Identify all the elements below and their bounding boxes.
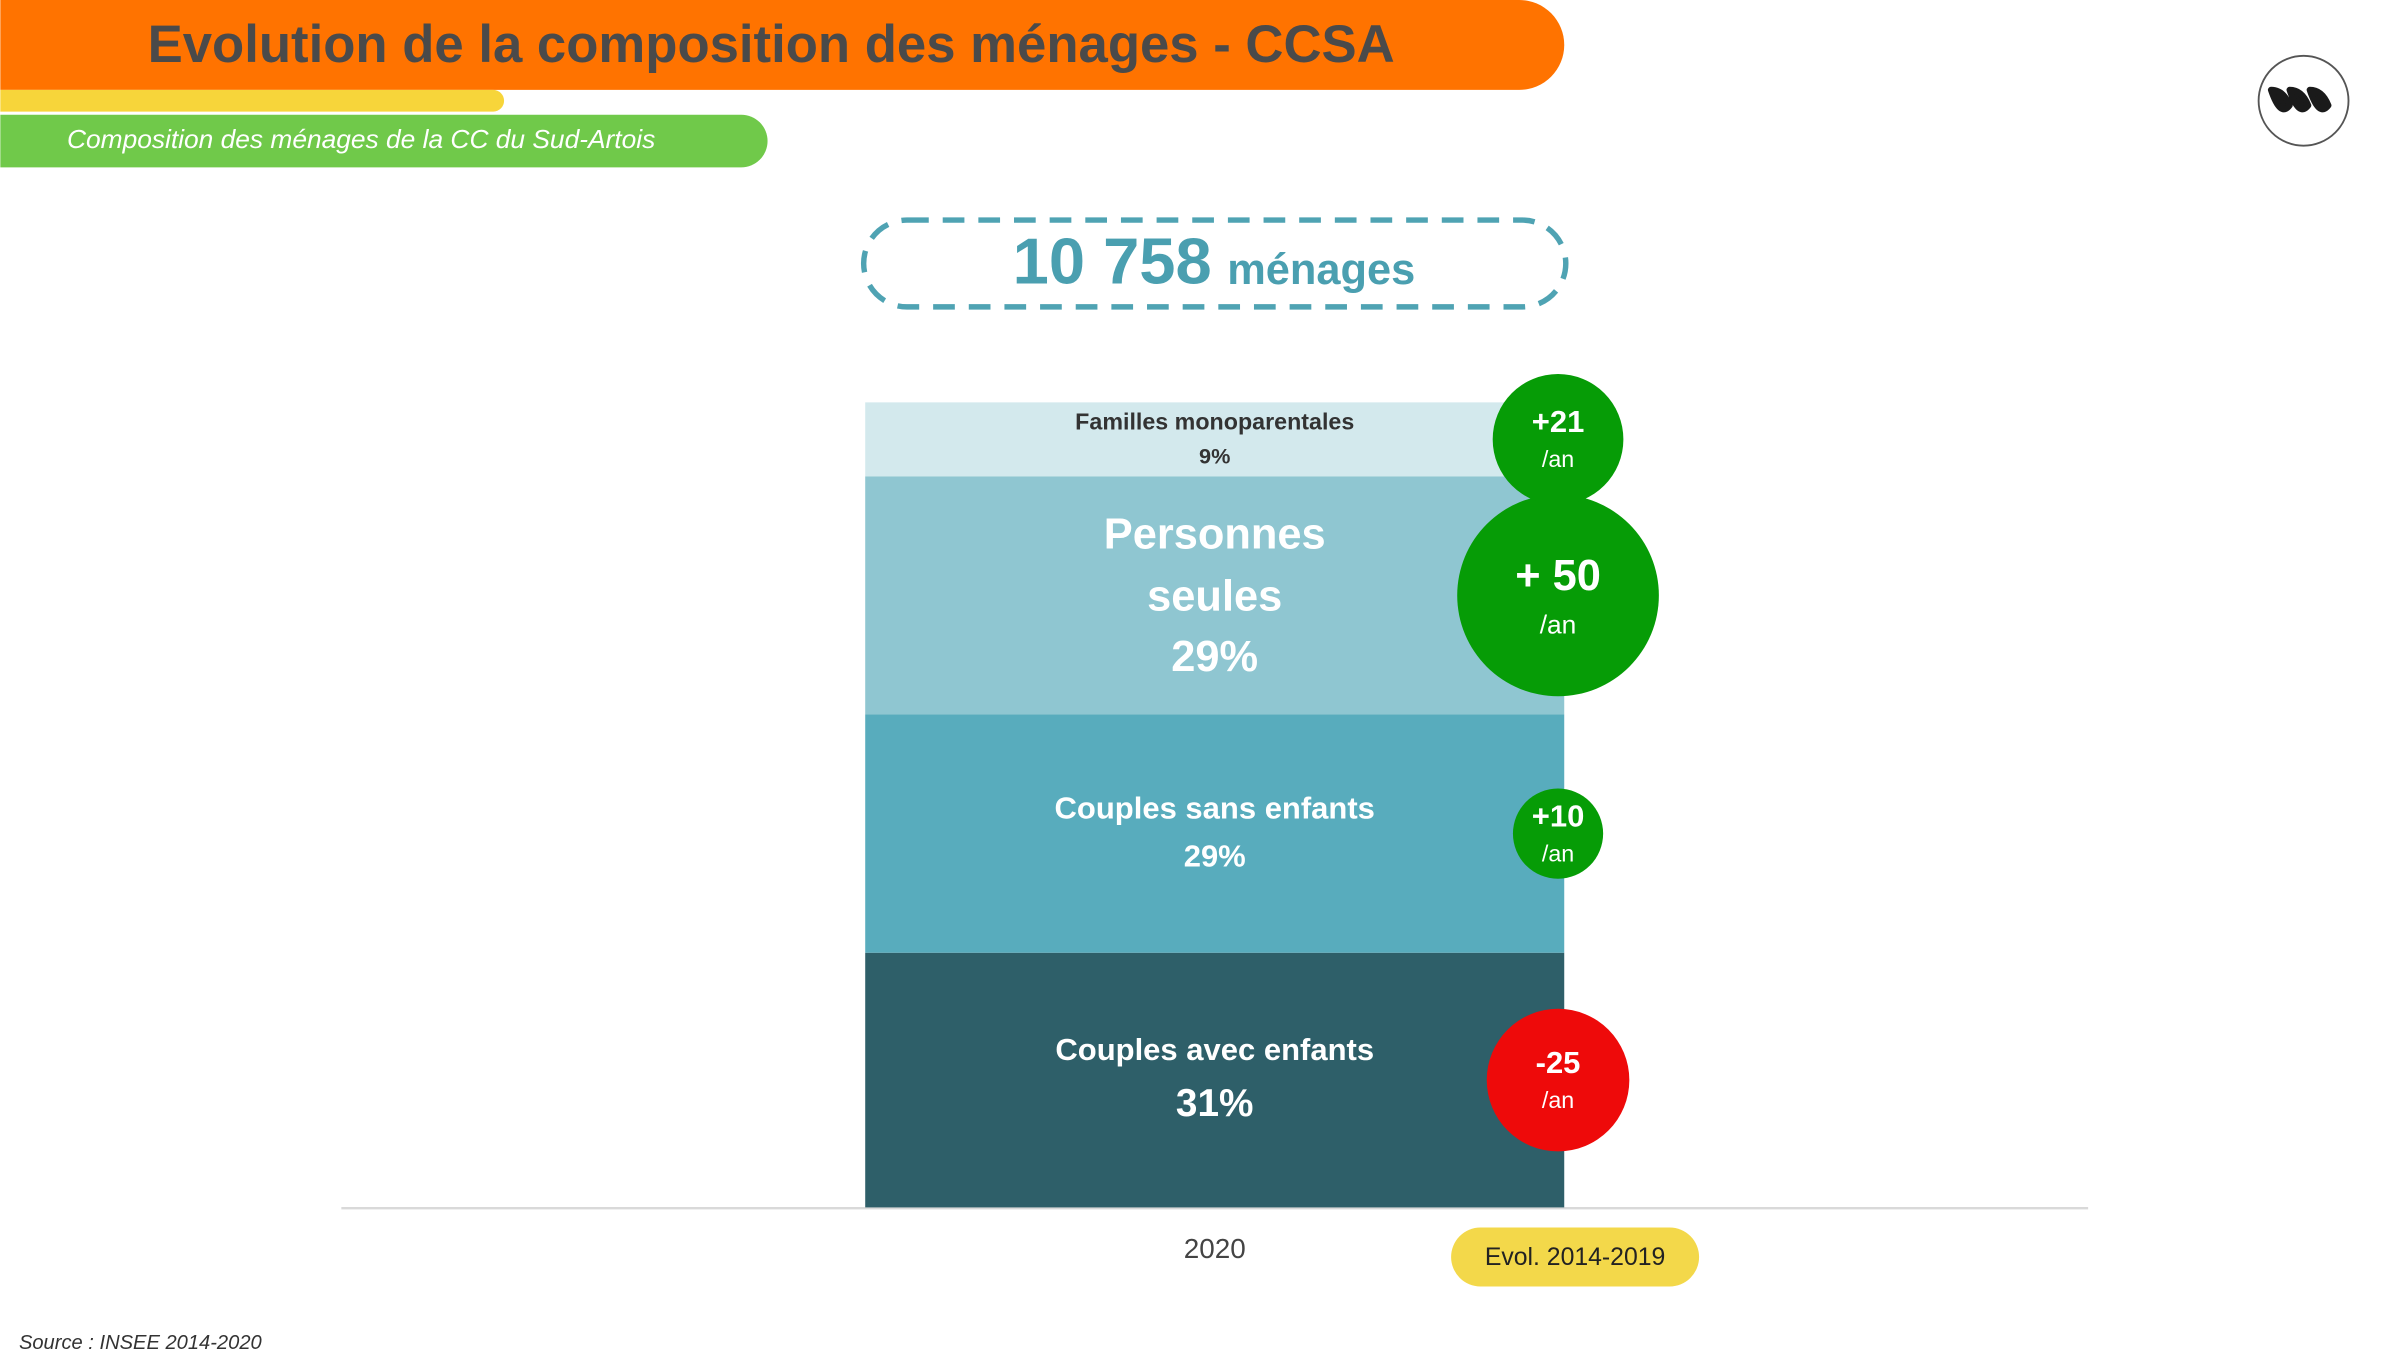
subtitle: Composition des ménages de la CC du Sud-… — [67, 124, 655, 154]
evolution-label: -25 — [1536, 1045, 1581, 1080]
total-value: 10 758 — [1013, 225, 1212, 298]
evolution-legend — [1451, 1227, 1700, 1287]
source: Source : INSEE 2014-2020 — [19, 1332, 263, 1350]
evolution-unit: /an — [1540, 609, 1577, 639]
evolution-badge — [1486, 1008, 1630, 1152]
evolution-label: +21 — [1532, 404, 1585, 439]
x-tick-label: 2020 — [1184, 1233, 1246, 1264]
series-name: Familles monoparentales — [1075, 408, 1355, 436]
subtitle-banner — [0, 114, 768, 168]
total: 10 758 ménages — [1013, 225, 1416, 298]
series-name: Couples avec enfants — [1055, 1033, 1375, 1068]
value-label: 29% — [1171, 631, 1259, 681]
evolution-badge — [1457, 494, 1659, 697]
segment-label: Couples sans enfants 29% — [865, 715, 1564, 953]
value-label: 9% — [1199, 442, 1231, 468]
total-unit: ménages — [1227, 246, 1415, 294]
bar-segment — [865, 952, 1565, 1208]
evolution-unit: /an — [1542, 1087, 1574, 1113]
evolution-label: + 50 — [1515, 552, 1601, 600]
segment-label: Familles monoparentales 9% — [865, 402, 1564, 476]
value-label: 29% — [1183, 839, 1246, 874]
evolution-label: +10 — [1532, 798, 1585, 833]
title: Evolution de la composition des ménages … — [148, 15, 1395, 74]
series-name: Personnes seules — [1103, 510, 1326, 620]
segment-label-box: Familles monoparentales 9% — [865, 402, 1564, 476]
accent-bar — [0, 89, 505, 112]
segment-label: Couples avec enfants 31% — [865, 953, 1564, 1208]
bar-segment — [865, 476, 1565, 715]
evolution-unit: /an — [1542, 840, 1574, 866]
evolution-badge — [1512, 788, 1604, 879]
evolution-legend-label: Evol. 2014-2019 — [1485, 1244, 1666, 1271]
logo — [2257, 54, 2350, 147]
segment-label-box: Personnes seules 29% — [865, 476, 1564, 714]
evolution-unit: /an — [1542, 446, 1574, 472]
title-banner — [0, 0, 1565, 90]
total-box — [860, 217, 1569, 310]
segment-label-box: Couples sans enfants 29% — [865, 715, 1564, 953]
evolution-badge — [1492, 373, 1624, 505]
segment-label-box: Couples avec enfants 31% — [865, 953, 1564, 1208]
value-label: 31% — [1175, 1081, 1254, 1125]
bar-segment — [865, 714, 1565, 953]
bar-segment — [865, 402, 1565, 477]
segment-label: Personnes seules 29% — [865, 476, 1564, 714]
series-name: Couples sans enfants — [1054, 791, 1375, 826]
